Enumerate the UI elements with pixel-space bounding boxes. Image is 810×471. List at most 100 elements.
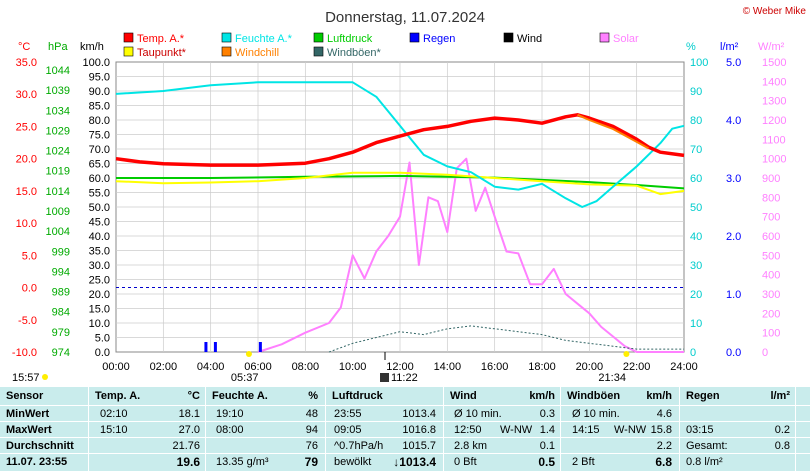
wind-tick: 15.0 xyxy=(89,304,110,316)
solar-tick: 1300 xyxy=(762,96,786,108)
humidity-time: 13.35 g/m³ xyxy=(216,456,269,468)
last-update-time: 15:57 xyxy=(12,372,40,384)
solar-tick: 400 xyxy=(762,270,780,282)
legend-label: Wind xyxy=(517,33,542,45)
wind-value: 0.3 xyxy=(539,408,555,420)
time-tick: 24:00 xyxy=(670,361,698,373)
solar-tick: 500 xyxy=(762,250,780,262)
pressure-tick: 1039 xyxy=(46,85,70,97)
wind-tick: 25.0 xyxy=(89,275,110,287)
sun-markers: 15:57 05:37 21:34 11:22 xyxy=(12,351,630,384)
humidity-tick: 60 xyxy=(690,173,702,185)
header-humidity: Feuchte A. xyxy=(212,390,268,402)
series-line xyxy=(115,171,685,196)
legend-label: Regen xyxy=(423,33,455,45)
solar-tick: 300 xyxy=(762,289,780,301)
wind-value: 0.1 xyxy=(539,440,555,452)
rain-tick: 0.0 xyxy=(726,347,741,359)
legend-swatch xyxy=(409,32,420,43)
time-tick: 10:00 xyxy=(339,361,367,373)
gust-label: 14:15 xyxy=(572,424,600,436)
legend-swatch xyxy=(313,32,324,43)
pressure-tick: 1044 xyxy=(46,65,70,77)
legend-label: Windchill xyxy=(235,47,279,59)
axis-units: °C hPa km/h % l/m² W/m² xyxy=(18,41,785,53)
temp-time: 02:10 xyxy=(100,408,128,420)
legend-swatch xyxy=(503,32,514,43)
legend-swatch xyxy=(123,46,134,57)
wind-value: 1.4 xyxy=(539,424,555,436)
wind-label: Ø 10 min. xyxy=(454,408,502,420)
legend-swatch xyxy=(123,32,134,43)
humidity-tick: 0 xyxy=(690,347,696,359)
legend-label: Windböen* xyxy=(327,47,382,59)
sunset-icon xyxy=(623,351,630,357)
pressure-tick: 1014 xyxy=(46,186,70,198)
pressure-tick: 989 xyxy=(52,287,70,299)
time-tick: 16:00 xyxy=(481,361,509,373)
pressure-unit: hPa xyxy=(48,41,68,53)
humidity-value: 48 xyxy=(305,408,318,420)
header-wind: Wind xyxy=(450,390,477,402)
pressure-tick: 1009 xyxy=(46,206,70,218)
rain-label: Gesamt: xyxy=(686,440,728,452)
humidity-tick: 30 xyxy=(690,260,702,272)
wind-direction: W-NW xyxy=(500,424,533,436)
wind-tick: 10.0 xyxy=(89,318,110,330)
wind-label: 0 Bft xyxy=(454,456,477,468)
solar-tick: 900 xyxy=(762,173,780,185)
temp-value: 27.0 xyxy=(178,424,200,436)
header-wind-unit: km/h xyxy=(529,390,555,402)
pressure-tick: 1034 xyxy=(46,105,70,117)
legend-swatch xyxy=(313,46,324,57)
wind-tick: 20.0 xyxy=(89,289,110,301)
header-temp: Temp. A. xyxy=(95,390,141,402)
legend-swatch xyxy=(221,32,232,43)
solar-tick: 1100 xyxy=(762,134,786,146)
row-label: MinWert xyxy=(6,408,50,420)
humidity-unit: % xyxy=(686,41,696,53)
wind-tick: 95.0 xyxy=(89,72,110,84)
solar-tick: 1500 xyxy=(762,57,786,69)
solar-tick: 800 xyxy=(762,192,780,204)
pressure-tick: 1004 xyxy=(46,226,70,238)
humidity-tick: 70 xyxy=(690,144,702,156)
rain-bar xyxy=(213,342,217,352)
wind-tick: 35.0 xyxy=(89,246,110,258)
rain-tick: 2.0 xyxy=(726,231,741,243)
gust-value: 4.6 xyxy=(656,408,672,420)
wind-tick: 85.0 xyxy=(89,101,110,113)
solar-tick: 0 xyxy=(762,347,768,359)
pressure-tick: 1019 xyxy=(46,166,70,178)
wind-label: 2.8 km xyxy=(454,440,488,452)
solar-tick: 1200 xyxy=(762,115,786,127)
time-tick: 00:00 xyxy=(102,361,130,373)
weather-chart: Donnerstag, 11.07.2024 © Weber Mike Temp… xyxy=(12,6,807,384)
pressure-value: 1013.4 xyxy=(402,408,436,420)
pressure-tick: 994 xyxy=(52,266,70,278)
series-line xyxy=(328,325,684,353)
rain-value: 0.8 xyxy=(774,440,790,452)
rain-tick: 5.0 xyxy=(726,57,741,69)
time-tick: 06:00 xyxy=(244,361,272,373)
temp-value: 21.76 xyxy=(172,440,200,452)
legend-label: Luftdruck xyxy=(327,33,373,45)
pressure-note: bewölkt xyxy=(334,456,372,468)
rain-unit: l/m² xyxy=(720,41,739,53)
temp-tick: 10.0 xyxy=(16,218,37,230)
legend-label: Feuchte A.* xyxy=(235,33,293,45)
solar-tick: 1400 xyxy=(762,76,786,88)
row-label: Durchschnitt xyxy=(6,440,74,452)
noon-icon xyxy=(380,373,390,382)
time-tick: 14:00 xyxy=(434,361,462,373)
time-tick: 20:00 xyxy=(576,361,604,373)
stats-table: Sensor Temp. A. °C Feuchte A.% Luftdruck Wind… xyxy=(0,387,810,471)
time-tick: 12:00 xyxy=(386,361,414,373)
pressure-tick: 1024 xyxy=(46,146,70,158)
humidity-tick: 10 xyxy=(690,318,702,330)
gust-direction: W-NW xyxy=(614,424,647,436)
gust-label: Ø 10 min. xyxy=(572,408,620,420)
gust-value: 2.2 xyxy=(656,440,672,452)
wind-tick: 70.0 xyxy=(89,144,110,156)
temp-tick: 30.0 xyxy=(16,89,37,101)
